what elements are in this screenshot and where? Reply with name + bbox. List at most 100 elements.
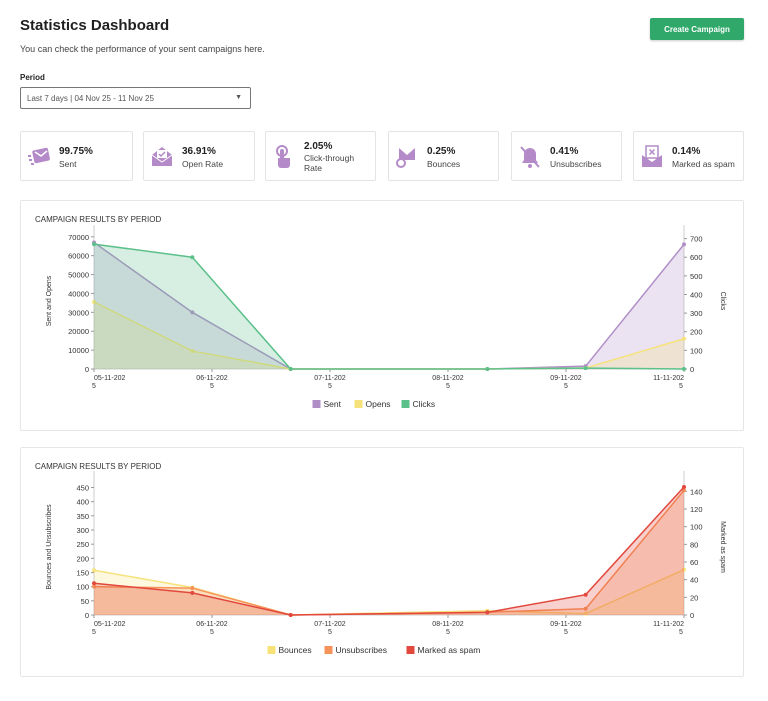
- x-tick-label: 07-11-202: [314, 375, 346, 382]
- data-point: [682, 567, 686, 572]
- y-tick-label: 30000: [68, 308, 89, 317]
- x-tick-label: 07-11-202: [314, 621, 346, 628]
- y-tick-label: 450: [76, 484, 89, 493]
- data-point: [190, 310, 195, 315]
- data-point: [92, 242, 96, 247]
- y-tick-label: 400: [76, 498, 89, 507]
- stat-value: 2.05%: [304, 141, 333, 152]
- y-tick-label: 50000: [68, 271, 89, 280]
- y2-tick-label: 0: [690, 365, 694, 374]
- hand-pointer-icon: [276, 145, 290, 168]
- stat-label: Marked as spam: [672, 159, 735, 169]
- chevron-down-icon: ▼: [235, 94, 242, 101]
- legend-item[interactable]: Marked as spam: [418, 645, 481, 655]
- y2-tick-label: 40: [690, 576, 698, 585]
- x-tick-label-wrap: 5: [679, 383, 683, 390]
- legend-swatch: [324, 646, 333, 654]
- x-tick-label: 05-11-202: [94, 621, 126, 628]
- y-tick-label: 40000: [68, 289, 89, 298]
- y-tick-label: 20000: [68, 327, 89, 336]
- data-point: [288, 367, 293, 371]
- x-tick-label-wrap: 5: [328, 383, 332, 390]
- stat-label: Bounces: [427, 159, 461, 169]
- engagement-chart: 0 10000 20000 30000 40000 50000 60000 70000 0 100…: [46, 225, 726, 409]
- data-point: [583, 606, 588, 611]
- y2-tick-label: 600: [690, 253, 703, 262]
- y-tick-label: 100: [76, 583, 89, 592]
- y2-tick-label: 20: [690, 593, 698, 602]
- bounce-envelope-icon: [396, 148, 415, 168]
- y-axis-label: Bounces and Unsubscribes: [46, 504, 53, 590]
- y-tick-label: 350: [76, 512, 89, 521]
- data-point: [682, 367, 686, 371]
- x-tick-label-wrap: 5: [92, 383, 96, 390]
- stat-value: 0.41%: [550, 146, 579, 157]
- legend-item[interactable]: Opens: [366, 399, 391, 409]
- period-select[interactable]: Last 7 days | 04 Nov 25 - 11 Nov 25 ▼: [20, 87, 251, 109]
- chart-title: CAMPAIGN RESULTS BY PERIOD: [35, 462, 162, 471]
- x-tick-label: 11-11-202: [653, 375, 684, 382]
- data-point: [583, 611, 588, 616]
- legend-swatch: [267, 646, 276, 654]
- legend-item[interactable]: Clicks: [413, 399, 436, 409]
- x-tick-label: 09-11-202: [550, 621, 582, 628]
- y-tick-label: 60000: [68, 252, 89, 261]
- x-tick-label-wrap: 5: [92, 629, 96, 636]
- stat-label: Sent: [59, 159, 77, 169]
- stat-value: 99.75%: [59, 146, 93, 157]
- data-point: [583, 592, 588, 597]
- y2-tick-label: 500: [690, 272, 703, 281]
- stat-card: 0.25% Bounces: [388, 131, 499, 181]
- series-area-unsubscribes: [94, 490, 684, 615]
- y2-tick-label: 200: [690, 328, 703, 337]
- page-subtitle: You can check the performance of your se…: [20, 44, 265, 54]
- x-tick-label: 08-11-202: [432, 375, 464, 382]
- period-label: Period: [20, 73, 45, 82]
- create-campaign-button[interactable]: Create Campaign: [650, 18, 744, 40]
- data-point: [190, 349, 195, 354]
- chart-panel-engagement: CAMPAIGN RESULTS BY PERIOD 0 10000 20000 30…: [20, 200, 744, 431]
- x-tick-label-wrap: 5: [564, 383, 568, 390]
- deliverability-chart: 0 50 100 150 200 250 300 350 400 450 0 20 40 60 80 100 1…: [46, 471, 726, 655]
- x-tick-label-wrap: 5: [328, 629, 332, 636]
- x-tick-label: 06-11-202: [196, 375, 228, 382]
- x-tick-label-wrap: 5: [446, 383, 450, 390]
- legend-item[interactable]: Bounces: [279, 645, 312, 655]
- y2-tick-label: 0: [690, 611, 694, 620]
- legend-item[interactable]: Unsubscribes: [336, 645, 388, 655]
- y-tick-label: 70000: [68, 233, 89, 242]
- stat-card: 0.41% Unsubscribes: [511, 131, 622, 181]
- y2-tick-label: 300: [690, 309, 703, 318]
- legend-item[interactable]: Sent: [324, 399, 342, 409]
- y2-tick-label: 700: [690, 235, 703, 244]
- x-tick-label-wrap: 5: [446, 629, 450, 636]
- series-area-clicks: [94, 244, 684, 369]
- series-area-marked-as-spam: [94, 486, 684, 615]
- x-tick-label: 09-11-202: [550, 375, 582, 382]
- data-point: [682, 484, 686, 489]
- data-point: [92, 584, 96, 589]
- data-point: [92, 299, 96, 304]
- y2-tick-label: 60: [690, 558, 698, 567]
- stat-value: 36.91%: [182, 146, 216, 157]
- series-line-clicks: [93, 243, 685, 370]
- x-tick-label: 08-11-202: [432, 621, 464, 628]
- y-tick-label: 200: [76, 554, 89, 563]
- y2-tick-label: 400: [690, 290, 703, 299]
- y2-tick-label: 80: [690, 540, 698, 549]
- y-tick-label: 300: [76, 526, 89, 535]
- y-tick-label: 10000: [68, 346, 89, 355]
- envelope-send-icon: [28, 147, 50, 165]
- spam-envelope-icon: [642, 145, 662, 167]
- stat-label: Click-through Rate: [304, 153, 355, 173]
- legend-swatch: [354, 400, 363, 408]
- x-tick-label: 05-11-202: [94, 375, 126, 382]
- stat-label: Unsubscribes: [550, 159, 602, 169]
- y2-tick-label: 100: [690, 523, 703, 532]
- data-point: [485, 610, 490, 615]
- data-point: [92, 568, 96, 573]
- data-point: [682, 488, 686, 493]
- data-point: [92, 581, 96, 586]
- series-line-marked-as-spam: [93, 486, 685, 616]
- y2-tick-label: 140: [690, 487, 703, 496]
